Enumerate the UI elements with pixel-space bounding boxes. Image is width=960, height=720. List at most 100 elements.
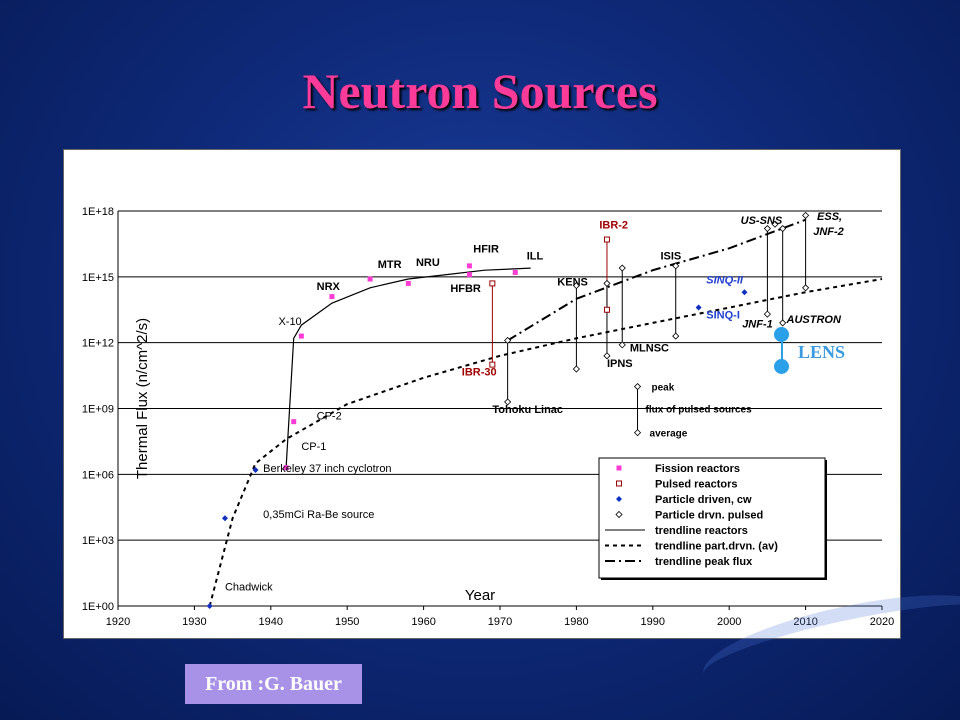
data-point [603,236,610,243]
legend-marker [616,496,622,502]
data-point [367,276,373,282]
pulse-key-peak-label: peak [652,383,675,394]
legend-label: Pulsed reactors [655,479,738,491]
data-point [298,333,304,339]
data-point [802,211,810,219]
annotation-label: 0,35mCi Ra-Be source [263,509,374,521]
lens-label: LENS [798,342,846,362]
legend-box [598,457,826,579]
annotations: Chadwick 0,35mCi Ra-Be source Berkeley 37 … [225,211,844,594]
annotation-label: CP-2 [317,410,342,422]
data-point [252,466,259,473]
grid-lines [118,210,882,607]
lens-range-line [781,335,783,365]
pulse-key-average-label: average [650,429,688,440]
annotation-label: CP-1 [301,441,326,453]
legend-label: Particle drvn. pulsed [655,510,763,522]
annotation-label: Chadwick [225,582,273,594]
flux-chart: Thermal Flux (n/cm^2/s) Year 1E+00 1E+03 1… [63,149,901,639]
annotation-label: HFBR [450,283,481,295]
data-point [512,269,518,275]
annotation-label: Berkeley 37 inch cyclotron [263,463,391,475]
data-point [291,419,297,425]
x-tick-label: 2010 [793,616,817,628]
trendline [285,267,531,468]
data-point [771,220,779,228]
legend-label: trendline peak flux [655,556,753,568]
data-point [504,398,512,406]
y-axis-label: Thermal Flux (n/cm^2/s) [134,318,151,479]
legend-label: trendline reactors [655,525,748,537]
legend-marker [616,465,622,471]
data-point [779,224,787,233]
x-tick-label: 1970 [488,616,512,628]
annotation-label: MLNSC [630,342,669,354]
data-point [603,279,611,287]
trendline [507,218,806,342]
pulse-key-middle-label: flux of pulsed sources [646,405,753,416]
annotation-label: HFIR [473,244,499,256]
data-point [466,272,472,278]
pulse-key-average-marker [633,429,642,437]
data-point [206,603,213,609]
annotation-label: IBR-30 [462,367,497,379]
legend-label: Fission reactors [655,463,740,475]
data-point [329,294,335,300]
data-point [802,284,810,292]
annotation-label: AUSTRON [786,314,842,326]
annotation-label: IBR-2 [599,220,628,232]
pulse-key: peak flux of pulsed sources average [633,382,753,440]
data-point [405,280,411,286]
annotation-label: IPNS [607,358,633,370]
page-title: Neutron Sources [302,63,658,119]
x-tick-label: 1940 [259,616,283,628]
data-point [221,515,228,522]
y-tick-label: 1E+18 [82,206,114,218]
data-point [603,306,610,313]
x-tick-label: 1980 [564,616,588,628]
data-point [779,319,787,327]
lens-peak-dot [774,327,789,342]
source-credit: From :G. Bauer [185,664,362,704]
annotation-label: SINQ-I [706,310,740,322]
data-points [206,211,810,609]
lens-average-dot [774,359,789,374]
data-point [763,310,771,318]
y-tick-label: 1E+00 [82,601,114,613]
x-tick-label: 1960 [411,616,435,628]
data-point [618,264,626,272]
y-tick-label: 1E+15 [82,272,114,284]
annotation-label: NRU [416,257,440,269]
axes: Thermal Flux (n/cm^2/s) Year 1E+00 1E+03 1… [82,206,894,628]
data-point [572,365,580,373]
annotation-label: NRX [317,281,341,293]
data-point [672,332,680,340]
trendline [208,278,883,607]
x-tick-label: 1990 [641,616,665,628]
data-point [283,465,289,471]
annotation-label: X-10 [278,316,301,328]
pulse-key-peak-marker [633,382,642,391]
data-point [763,224,771,233]
x-tick-label: 1920 [106,616,130,628]
annotation-label: KENS [557,277,588,289]
y-tick-label: 1E+06 [82,469,114,481]
annotation-label: JNF-1 [742,318,773,330]
annotation-label: MTR [378,259,402,271]
data-point [489,280,496,287]
annotation-label: ILL [527,250,544,262]
x-tick-label: 2020 [870,616,894,628]
x-axis-label: Year [465,587,495,604]
y-tick-label: 1E+03 [82,535,114,547]
data-point [504,336,512,345]
legend-label: trendline part.drvn. (av) [655,541,778,553]
x-tick-label: 1930 [182,616,206,628]
annotation-label: US-SNS [741,215,783,227]
x-tick-label: 1950 [335,616,359,628]
legend-label: Particle driven, cw [655,494,752,506]
legend-marker [616,480,622,487]
annotation-label: JNF-2 [813,226,844,238]
legend-marker [615,510,623,519]
x-tick-label: 2000 [717,616,741,628]
annotation-label: Tohoku Linac [492,404,563,416]
